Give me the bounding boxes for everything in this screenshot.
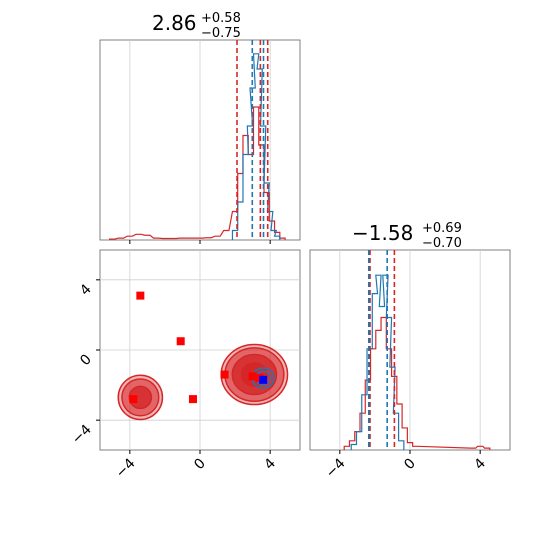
- panel-top-left-title-plus: +0.58: [201, 11, 241, 26]
- panel-bottom-right: −1.58 +0.69 −0.70: [309, 221, 511, 451]
- point-red-1: [176, 337, 185, 346]
- panel-top-left: 2.86 +0.58 −0.75: [99, 11, 301, 241]
- hist-series-0: [343, 316, 491, 450]
- y-tick-label-bottom-left-2: 4: [77, 281, 95, 299]
- point-red-3: [220, 370, 229, 379]
- y-tick-label-bottom-left-1: 0: [77, 352, 95, 370]
- x-tick-label-bottom-left-1: 0: [191, 456, 209, 474]
- panel-bottom-left-content: [100, 250, 300, 450]
- panel-top-left-title-value: 2.86: [152, 11, 197, 35]
- x-tick-label-bottom-right-0: −4: [323, 455, 349, 481]
- hist-series-1: [350, 274, 405, 450]
- point-red-2: [188, 395, 197, 404]
- panel-top-left-content: [109, 40, 286, 240]
- panel-bottom-right-title-value: −1.58: [352, 221, 413, 245]
- point-red-4: [248, 372, 257, 381]
- x-tick-label-bottom-left-2: 4: [261, 455, 279, 473]
- x-tick-label-bottom-left-0: −4: [113, 455, 139, 481]
- panel-bottom-left: [99, 249, 301, 451]
- point-red-0: [136, 291, 145, 300]
- panel-bottom-right-content: [339, 250, 491, 450]
- panel-top-left-title-minus: −0.75: [201, 26, 241, 41]
- hist-series-1: [231, 53, 281, 240]
- x-tick-label-bottom-right-2: 4: [471, 455, 489, 473]
- y-tick-label-bottom-left-0: −4: [69, 422, 95, 448]
- hist-series-0: [109, 106, 286, 240]
- point-red-6: [129, 395, 138, 404]
- panel-bottom-right-title-plus: +0.69: [422, 221, 462, 236]
- x-tick-label-bottom-right-1: 0: [401, 456, 419, 474]
- point-blue-0: [259, 375, 268, 384]
- panel-bottom-right-title-minus: −0.70: [422, 236, 462, 251]
